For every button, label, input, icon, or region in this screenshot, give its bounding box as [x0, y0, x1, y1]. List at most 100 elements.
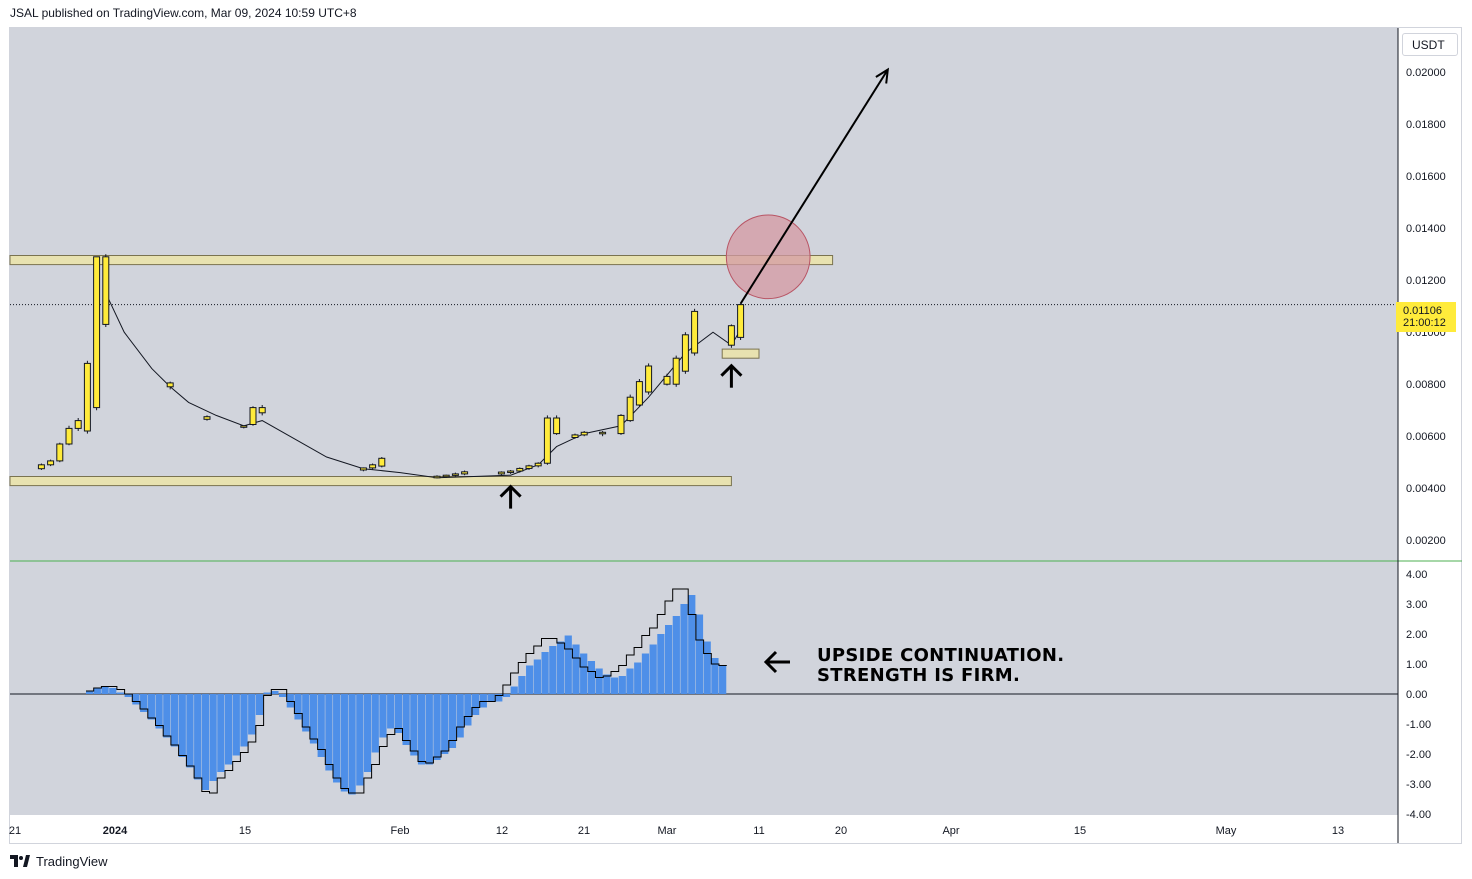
- histogram-bar: [549, 646, 557, 694]
- candle-body: [543, 417, 551, 464]
- histogram-bar: [286, 694, 294, 708]
- candle-body: [83, 362, 91, 432]
- histogram-bar: [101, 686, 109, 694]
- histogram-bar: [356, 694, 364, 786]
- time-axis-label: 21: [9, 825, 21, 837]
- oscillator-axis-label: -1.00: [1406, 719, 1431, 731]
- histogram-bar: [456, 694, 464, 738]
- histogram-bar: [495, 694, 503, 702]
- histogram-bar: [379, 694, 387, 738]
- oscillator-axis-label: 3.00: [1406, 599, 1427, 611]
- candle-body: [442, 474, 450, 478]
- moving-average-line: [105, 292, 742, 479]
- publisher-line: JSAL published on TradingView.com, Mar 0…: [10, 6, 357, 20]
- time-axis-label: May: [1216, 825, 1237, 837]
- candle-body: [580, 431, 588, 436]
- time-axis-label: 13: [1332, 825, 1344, 837]
- histogram-bar: [410, 694, 418, 756]
- histogram-bar: [641, 653, 650, 694]
- oscillator-axis-label: -3.00: [1406, 779, 1431, 791]
- candle-body: [507, 470, 515, 474]
- histogram-bar: [255, 694, 264, 715]
- histogram-bar: [441, 694, 449, 754]
- histogram-bar: [155, 694, 163, 729]
- price-axis-label: 0.00400: [1406, 483, 1446, 495]
- price-axis-label: 0.00800: [1406, 379, 1446, 391]
- histogram-bar: [248, 694, 256, 735]
- candle-body: [369, 464, 377, 469]
- currency-button[interactable]: USDT: [1402, 33, 1458, 56]
- countdown-label: 21:00:12: [1403, 317, 1446, 329]
- histogram-bar: [132, 694, 140, 705]
- tradingview-brand: TradingView: [36, 853, 108, 869]
- oscillator-axis-label: 1.00: [1406, 659, 1427, 671]
- candle-body: [672, 357, 680, 385]
- current-price-label: 0.01106: [1403, 305, 1442, 317]
- candle-body: [691, 310, 699, 354]
- price-axis-label: 0.00600: [1406, 431, 1446, 443]
- histogram-bar: [209, 694, 217, 781]
- highlight-circle: [725, 214, 811, 300]
- candle-body: [497, 471, 505, 475]
- time-axis-label: 21: [578, 825, 590, 837]
- histogram-bar: [232, 694, 240, 756]
- histogram-bar: [665, 625, 673, 694]
- histogram-bar: [533, 659, 541, 694]
- candle-body: [102, 256, 110, 325]
- histogram-bar: [340, 694, 348, 792]
- up-arrow-icon-head: [720, 363, 743, 377]
- oscillator-axis-label: -2.00: [1406, 749, 1431, 761]
- histogram-bar: [394, 694, 403, 733]
- time-axis-label: 2024: [103, 825, 128, 837]
- tradingview-footer[interactable]: TradingView: [10, 852, 108, 870]
- histogram-bar: [116, 692, 125, 694]
- time-axis-label: 20: [835, 825, 847, 837]
- candle-body: [65, 427, 73, 445]
- histogram-bar: [309, 694, 318, 744]
- candle-body: [258, 407, 266, 414]
- histogram-bar: [711, 658, 719, 694]
- annotation-line-2: STRENGTH IS FIRM.: [817, 665, 1021, 686]
- histogram-bar: [294, 694, 302, 720]
- candle-body: [240, 425, 248, 428]
- histogram-bar: [194, 694, 202, 780]
- histogram-bar: [634, 662, 642, 694]
- histogram-bar: [425, 694, 433, 765]
- up-arrow-icon-head: [499, 484, 522, 498]
- tradingview-logo-icon: [10, 855, 30, 867]
- candle-body: [378, 457, 386, 467]
- oscillator-axis-label: 4.00: [1406, 569, 1427, 581]
- candle-body: [599, 431, 607, 435]
- histogram-bar: [333, 694, 341, 783]
- histogram-bar: [556, 641, 565, 694]
- histogram-bar: [487, 694, 495, 702]
- time-axis-label: 15: [239, 825, 251, 837]
- histogram-bar: [417, 694, 426, 765]
- histogram-bar: [271, 691, 279, 694]
- candle-body: [663, 375, 671, 385]
- histogram-bar: [657, 634, 665, 694]
- histogram-bar: [363, 694, 372, 772]
- candle-body: [433, 475, 441, 479]
- histogram-bar: [580, 653, 588, 694]
- time-axis-label: 15: [1074, 825, 1086, 837]
- time-axis-label: Apr: [942, 825, 959, 837]
- zone-box: [9, 255, 834, 266]
- histogram-bar: [680, 604, 688, 694]
- histogram-bar: [86, 691, 94, 694]
- histogram-bar: [688, 595, 696, 694]
- price-axis-label: 0.02000: [1406, 67, 1446, 79]
- histogram-bar: [618, 676, 626, 694]
- projection-arrow-line: [739, 69, 889, 305]
- histogram-bar: [672, 616, 680, 694]
- histogram-bar: [348, 694, 356, 795]
- time-axis-label: 12: [496, 825, 508, 837]
- histogram-bar: [433, 694, 441, 760]
- candle-body: [525, 465, 533, 469]
- histogram-bar: [147, 694, 155, 720]
- candle-body: [534, 462, 542, 467]
- histogram-bar: [603, 674, 611, 694]
- histogram-bar: [224, 694, 233, 765]
- candle-body: [359, 467, 367, 471]
